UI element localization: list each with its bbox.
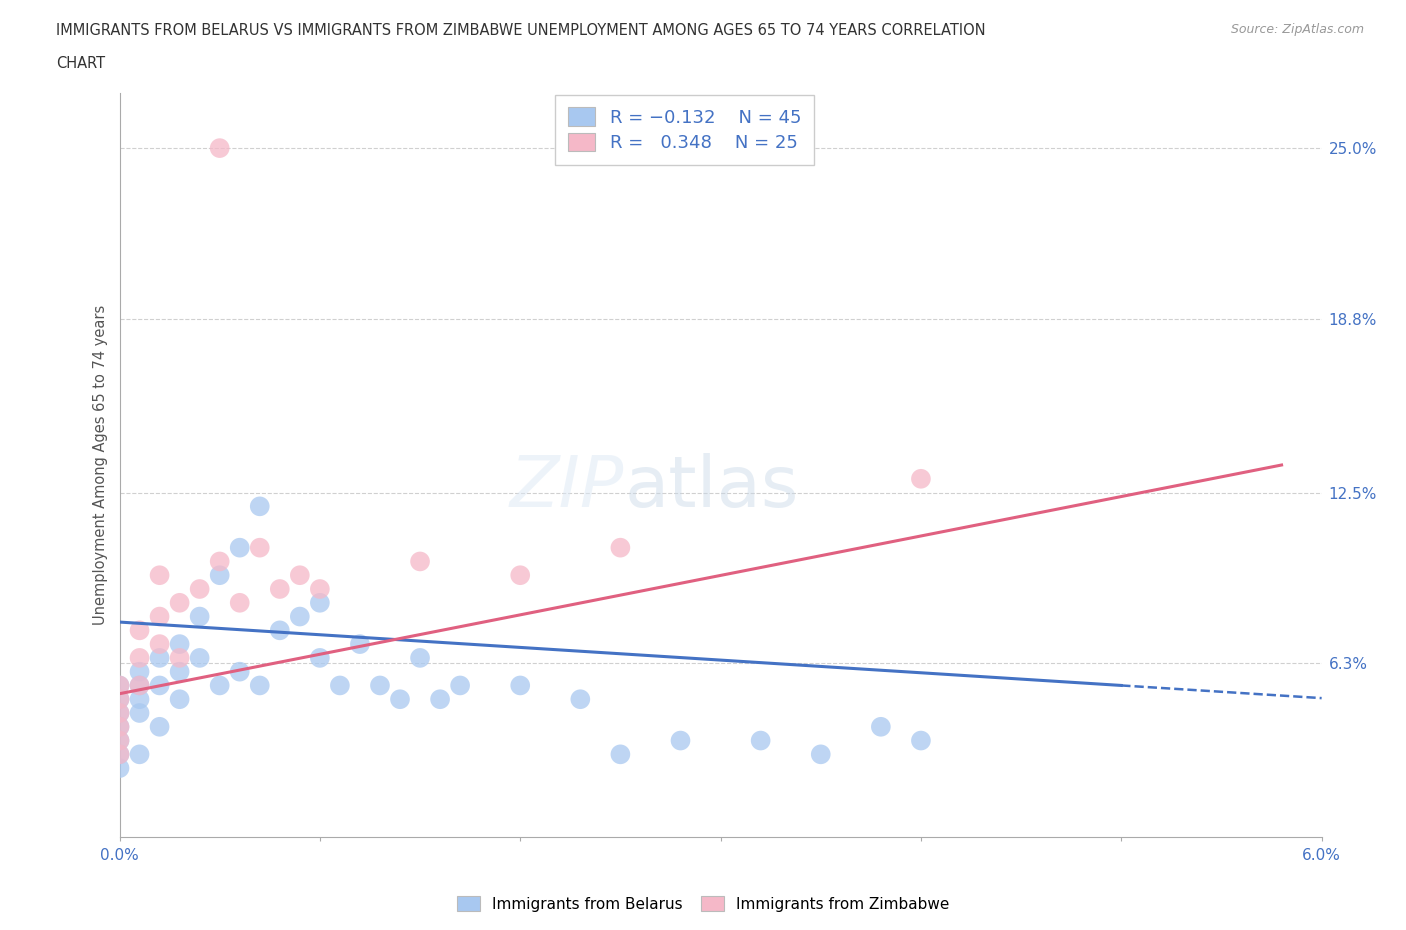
Point [349, 637, 371, 652]
Point [169, 692, 191, 707]
Point [108, 678, 131, 693]
Text: atlas: atlas [624, 453, 799, 522]
Point [409, 554, 432, 569]
Point [228, 664, 250, 679]
Point [108, 678, 131, 693]
Point [149, 678, 172, 693]
Point [169, 595, 191, 610]
Point [169, 664, 191, 679]
Point [249, 498, 271, 513]
Point [609, 747, 631, 762]
Point [108, 706, 131, 721]
Point [128, 706, 150, 721]
Point [409, 650, 432, 665]
Point [208, 140, 231, 155]
Legend: Immigrants from Belarus, Immigrants from Zimbabwe: Immigrants from Belarus, Immigrants from… [450, 889, 956, 918]
Point [169, 650, 191, 665]
Point [228, 595, 250, 610]
Point [249, 540, 271, 555]
Point [308, 581, 332, 596]
Point [128, 664, 150, 679]
Point [269, 623, 291, 638]
Point [810, 747, 832, 762]
Point [308, 650, 332, 665]
Point [188, 609, 211, 624]
Point [208, 678, 231, 693]
Point [108, 733, 131, 748]
Text: CHART: CHART [56, 56, 105, 71]
Point [169, 637, 191, 652]
Point [108, 747, 131, 762]
Point [910, 472, 932, 486]
Point [149, 637, 172, 652]
Text: Source: ZipAtlas.com: Source: ZipAtlas.com [1230, 23, 1364, 36]
Text: IMMIGRANTS FROM BELARUS VS IMMIGRANTS FROM ZIMBABWE UNEMPLOYMENT AMONG AGES 65 T: IMMIGRANTS FROM BELARUS VS IMMIGRANTS FR… [56, 23, 986, 38]
Point [288, 609, 311, 624]
Point [149, 609, 172, 624]
Point [869, 719, 891, 734]
Point [388, 692, 411, 707]
Point [149, 719, 172, 734]
Point [188, 650, 211, 665]
Point [509, 678, 531, 693]
Point [249, 678, 271, 693]
Point [749, 733, 772, 748]
Point [228, 540, 250, 555]
Point [569, 692, 592, 707]
Point [128, 692, 150, 707]
Point [128, 678, 150, 693]
Point [108, 733, 131, 748]
Point [188, 581, 211, 596]
Legend: R = −0.132    N = 45, R =   0.348    N = 25: R = −0.132 N = 45, R = 0.348 N = 25 [555, 95, 814, 165]
Point [108, 761, 131, 776]
Point [108, 719, 131, 734]
Point [449, 678, 471, 693]
Point [669, 733, 692, 748]
Point [128, 678, 150, 693]
Point [269, 581, 291, 596]
Point [108, 692, 131, 707]
Point [308, 595, 332, 610]
Text: ZIP: ZIP [510, 453, 624, 522]
Point [108, 719, 131, 734]
Point [609, 540, 631, 555]
Point [208, 554, 231, 569]
Point [329, 678, 352, 693]
Point [108, 692, 131, 707]
Point [149, 568, 172, 583]
Point [128, 650, 150, 665]
Point [128, 623, 150, 638]
Point [128, 747, 150, 762]
Point [429, 692, 451, 707]
Point [910, 733, 932, 748]
Point [149, 650, 172, 665]
Point [368, 678, 391, 693]
Point [108, 706, 131, 721]
Point [108, 747, 131, 762]
Point [509, 568, 531, 583]
Point [288, 568, 311, 583]
Y-axis label: Unemployment Among Ages 65 to 74 years: Unemployment Among Ages 65 to 74 years [93, 305, 108, 625]
Point [208, 568, 231, 583]
